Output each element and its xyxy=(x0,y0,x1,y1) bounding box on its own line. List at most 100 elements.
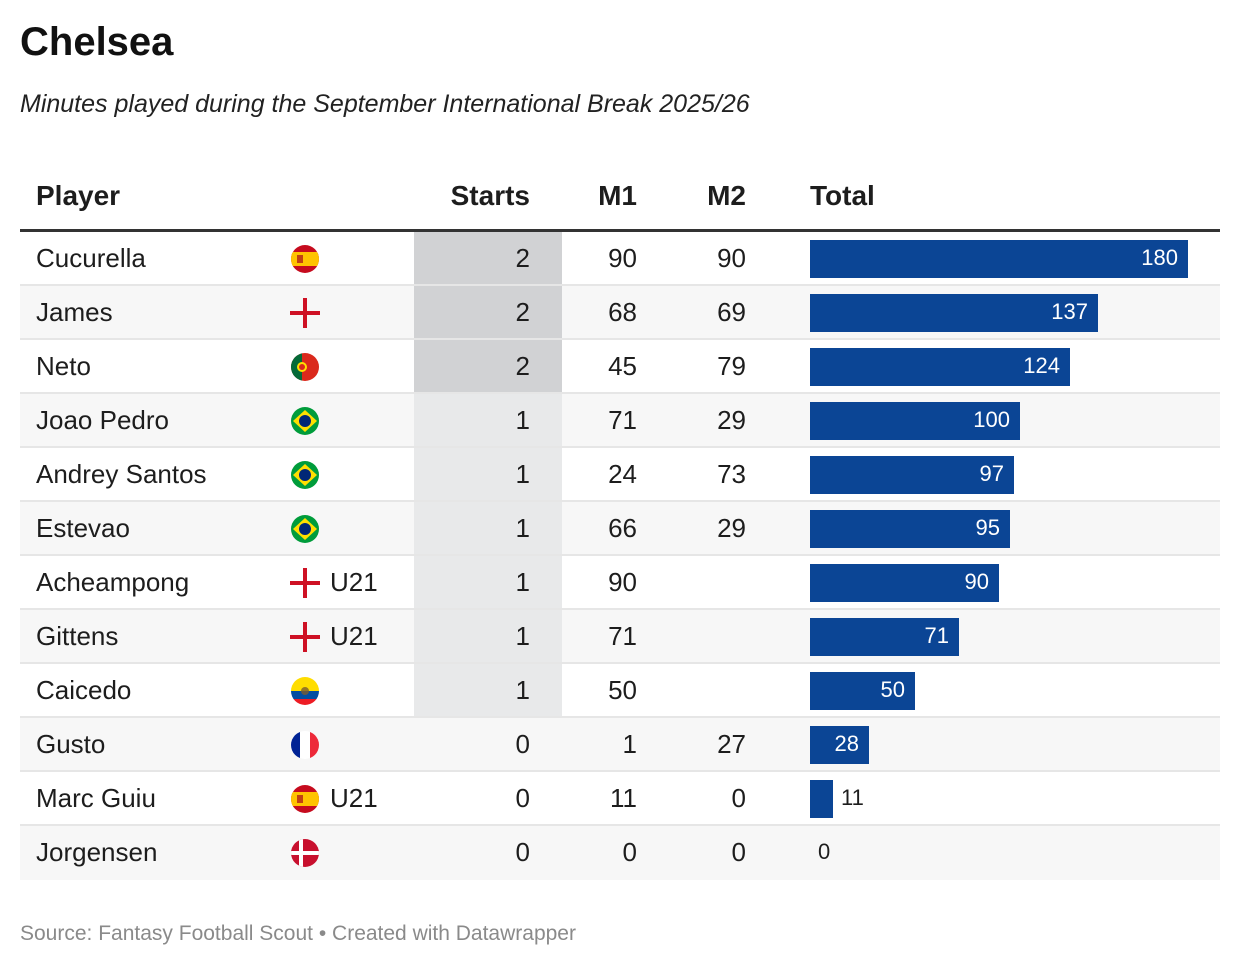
m1-value: 90 xyxy=(608,243,637,273)
starts-cell-bg xyxy=(414,448,562,500)
player-name: Gittens xyxy=(36,621,119,651)
age-tag: U21 xyxy=(330,567,378,597)
player-name: James xyxy=(36,297,113,327)
total-bar xyxy=(810,456,1014,494)
starts-cell-bg xyxy=(414,556,562,608)
starts-cell-bg xyxy=(414,610,562,662)
starts-cell-bg xyxy=(414,232,562,284)
chart-footer: Source: Fantasy Football Scout • Created… xyxy=(20,922,576,946)
player-name: Acheampong xyxy=(36,567,190,597)
starts-value: 1 xyxy=(515,621,530,651)
total-label: 28 xyxy=(834,731,859,756)
m1-value: 71 xyxy=(608,405,637,435)
denmark-flag-icon xyxy=(290,838,320,868)
table-row: Gittens U21 1 71 71 xyxy=(20,610,1220,664)
header-m2: M2 xyxy=(707,180,746,211)
starts-cell-bg xyxy=(414,286,562,338)
m1-value: 1 xyxy=(622,729,637,759)
player-name: Caicedo xyxy=(36,675,132,705)
brazil-flag-icon xyxy=(290,514,320,544)
table-row: Neto 2 45 79 124 xyxy=(20,340,1220,394)
table-row: Joao Pedro 1 71 29 100 xyxy=(20,394,1220,448)
m1-value: 66 xyxy=(608,513,637,543)
total-bar xyxy=(810,348,1070,386)
total-label: 97 xyxy=(979,461,1004,486)
table-body: Cucurella 2 90 90 180 James 2 68 69 137 Neto 2 45 79 1… xyxy=(20,232,1220,880)
m1-value: 68 xyxy=(608,297,637,327)
m1-value: 50 xyxy=(608,675,637,705)
chart-title: Chelsea xyxy=(20,20,174,64)
total-bar xyxy=(810,240,1188,278)
total-label: 90 xyxy=(964,569,989,594)
footer-source: Source: Fantasy Football Scout xyxy=(20,922,313,945)
starts-value: 0 xyxy=(515,729,530,759)
m2-value: 0 xyxy=(731,783,746,813)
table-row: Acheampong U21 1 90 90 xyxy=(20,556,1220,610)
table-row: Cucurella 2 90 90 180 xyxy=(20,232,1220,286)
starts-value: 1 xyxy=(515,675,530,705)
player-name: Neto xyxy=(36,351,91,381)
total-bar xyxy=(810,402,1020,440)
table-row: Estevao 1 66 29 95 xyxy=(20,502,1220,556)
footer-separator: • xyxy=(313,922,333,945)
starts-cell-bg xyxy=(414,826,562,880)
m2-value: 29 xyxy=(717,513,746,543)
player-name: Gusto xyxy=(36,729,106,759)
m1-value: 90 xyxy=(608,567,637,597)
england-flag-icon xyxy=(290,622,320,652)
total-bar xyxy=(810,672,915,710)
brazil-flag-icon xyxy=(290,460,320,490)
m2-value: 90 xyxy=(717,243,746,273)
starts-value: 1 xyxy=(515,405,530,435)
total-label: 180 xyxy=(1141,245,1178,270)
age-tag: U21 xyxy=(330,783,378,813)
age-tag: U21 xyxy=(330,621,378,651)
m1-value: 24 xyxy=(608,459,637,489)
m1-value: 0 xyxy=(622,837,637,867)
table-row: James 2 68 69 137 xyxy=(20,286,1220,340)
m1-value: 45 xyxy=(608,351,637,381)
starts-cell-bg xyxy=(414,772,562,824)
table-row: Jorgensen 0 0 0 0 xyxy=(20,826,1220,880)
total-label: 95 xyxy=(975,515,1000,540)
spain-flag-icon xyxy=(290,244,320,274)
starts-value: 1 xyxy=(515,513,530,543)
total-bar xyxy=(810,780,833,818)
total-bar xyxy=(810,294,1098,332)
brazil-flag-icon xyxy=(290,406,320,436)
table-row: Marc Guiu U21 0 11 0 11 xyxy=(20,772,1220,826)
table-header: Player Starts M1 M2 Total xyxy=(20,166,1220,232)
england-flag-icon xyxy=(290,298,320,328)
m2-value: 73 xyxy=(717,459,746,489)
player-name: Jorgensen xyxy=(36,837,158,867)
total-label: 71 xyxy=(924,623,949,648)
header-starts: Starts xyxy=(450,180,530,211)
table-row: Gusto 0 1 27 28 xyxy=(20,718,1220,772)
total-bar xyxy=(810,564,999,602)
starts-value: 1 xyxy=(515,459,530,489)
spain-flag-icon xyxy=(290,784,320,814)
m1-value: 11 xyxy=(610,783,637,813)
starts-cell-bg xyxy=(414,718,562,770)
starts-value: 2 xyxy=(515,351,530,381)
ecuador-flag-icon xyxy=(290,676,320,706)
portugal-flag-icon xyxy=(290,352,320,382)
player-name: Marc Guiu xyxy=(36,783,156,813)
france-flag-icon xyxy=(290,730,320,760)
m2-value: 29 xyxy=(717,405,746,435)
chart-subtitle: Minutes played during the September Inte… xyxy=(20,90,750,118)
table-row: Andrey Santos 1 24 73 97 xyxy=(20,448,1220,502)
starts-value: 0 xyxy=(515,783,530,813)
england-flag-icon xyxy=(290,568,320,598)
total-bar xyxy=(810,726,869,764)
total-bar xyxy=(810,618,959,656)
m2-value: 69 xyxy=(717,297,746,327)
starts-value: 1 xyxy=(515,567,530,597)
starts-cell-bg xyxy=(414,394,562,446)
player-name: Joao Pedro xyxy=(36,405,169,435)
player-name: Cucurella xyxy=(36,243,146,273)
table-row: Caicedo 1 50 50 xyxy=(20,664,1220,718)
footer-created: Created with Datawrapper xyxy=(332,922,576,945)
starts-value: 2 xyxy=(515,243,530,273)
header-total: Total xyxy=(810,180,875,211)
